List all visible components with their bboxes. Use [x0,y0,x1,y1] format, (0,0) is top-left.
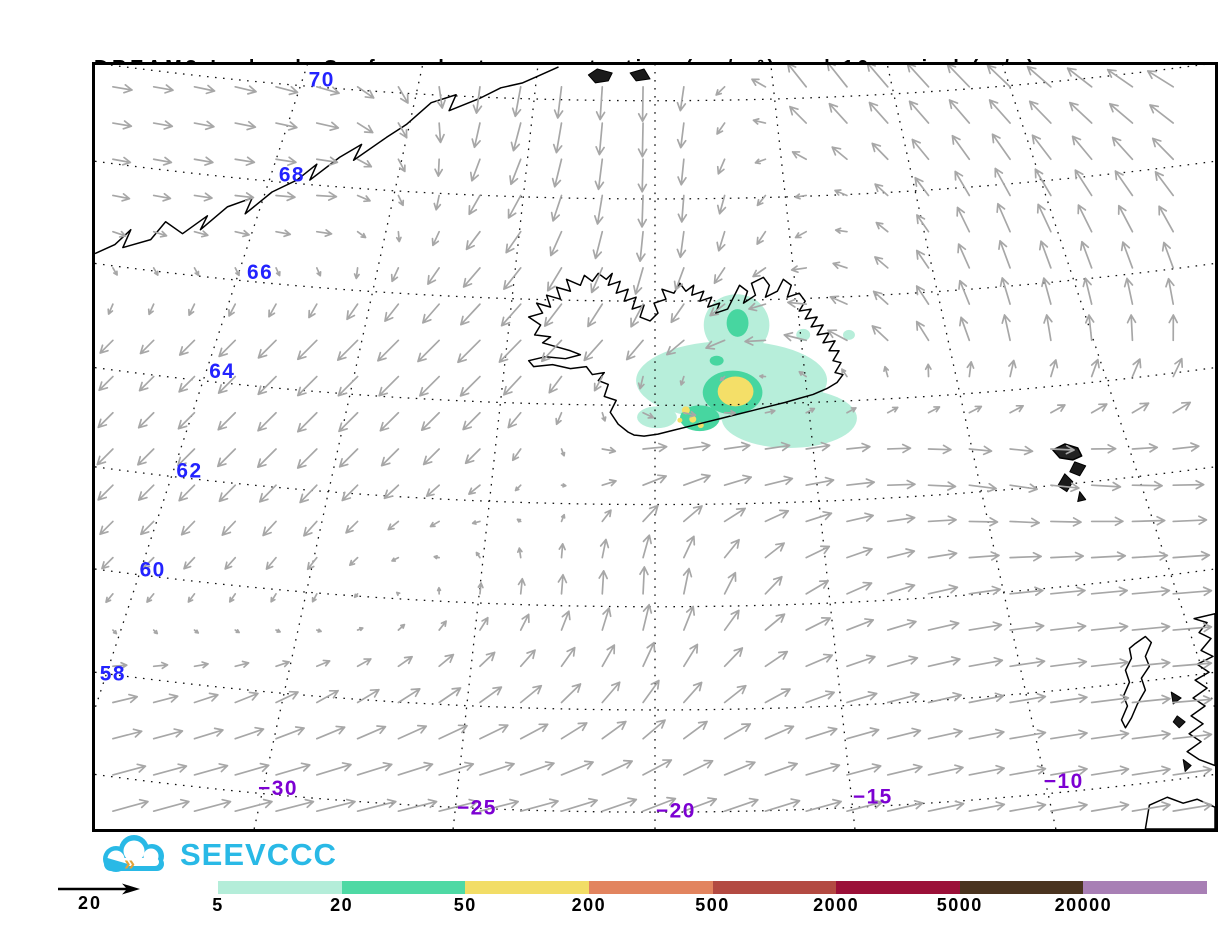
lat-label: 70 [309,68,335,91]
map-panel: 70 68 66 64 62 60 58 −30 −25 −20 −15 −10 [92,62,1218,832]
color-bar-segment [588,881,713,894]
color-bar-segment [1083,881,1207,894]
wind-reference-arrow [58,883,140,895]
color-bar-label: 5 [212,895,224,915]
color-bar-segment [465,881,589,894]
lat-label: 68 [279,164,305,187]
logo-chevrons: » [124,853,135,875]
color-bar-segment [959,881,1084,894]
color-bar-label: 50 [453,895,477,915]
longitude-labels: −30 −25 −20 −15 −10 [258,770,1084,823]
map-canvas: 70 68 66 64 62 60 58 −30 −25 −20 −15 −10 [95,65,1215,829]
lat-label: 62 [176,459,202,482]
dust-plume [636,294,857,448]
color-bar-segment [341,881,466,894]
cloud-icon: » [103,835,164,875]
lon-label: −15 [853,786,893,809]
color-bar-segment [712,881,837,894]
lon-label: −30 [258,777,298,800]
lat-label: 60 [140,559,166,582]
wind-arrows [96,65,1213,812]
lon-label: −10 [1044,770,1084,793]
wind-reference-label: 20 [78,893,103,913]
color-bar-label: 20 [330,895,354,915]
color-bar-label: 5000 [936,895,983,915]
color-bar-label: 200 [571,895,607,915]
color-bar-label: 500 [695,895,730,915]
logo-text: SEEVCCC [180,837,337,872]
concentration-color-bar [218,881,1207,894]
lat-label: 64 [209,360,235,383]
lon-label: −20 [656,800,696,823]
color-bar-label: 20000 [1054,895,1113,915]
concentration-scale-labels: 5 20 50 200 500 2000 5000 20000 [212,895,1207,917]
seevccc-logo: » SEEVCCC [94,833,337,877]
lon-label: −25 [457,797,497,820]
color-bar-segment [836,881,960,894]
latitude-labels: 70 68 66 64 62 60 58 [100,68,335,686]
graticule [95,65,1215,829]
lat-label: 58 [100,663,126,686]
lat-label: 66 [247,261,273,284]
color-bar-segment [218,881,342,894]
color-bar-label: 2000 [813,895,860,915]
